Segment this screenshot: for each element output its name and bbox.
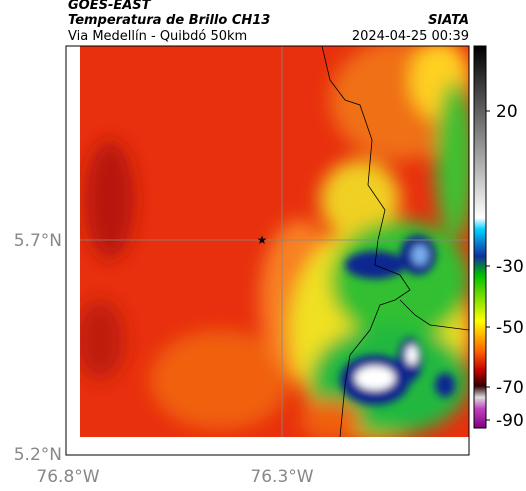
heatmap: ★ [80,46,469,437]
svg-text:★: ★ [257,233,268,247]
region: Via Medellín - Quibdó 50km [68,29,247,44]
colorbar-label: -90 [496,411,524,431]
lat-label: 5.2°N [14,445,62,465]
colorbar-label: -30 [496,257,524,277]
agency: SIATA [428,13,469,28]
colorbar-label: -70 [496,378,524,398]
map-frame [65,45,470,456]
colorbar [473,45,487,429]
colorbar-label: 20 [496,102,518,122]
source: GOES-EAST [68,0,152,13]
lon-label: 76.3°W [250,467,313,487]
lat-label: 5.7°N [14,231,62,251]
colorbar-label: -50 [496,318,524,338]
product: Temperatura de Brillo CH13 [68,13,270,28]
lon-label: 76.8°W [36,467,99,487]
timestamp: 2024-04-25 00:39 [352,29,469,44]
